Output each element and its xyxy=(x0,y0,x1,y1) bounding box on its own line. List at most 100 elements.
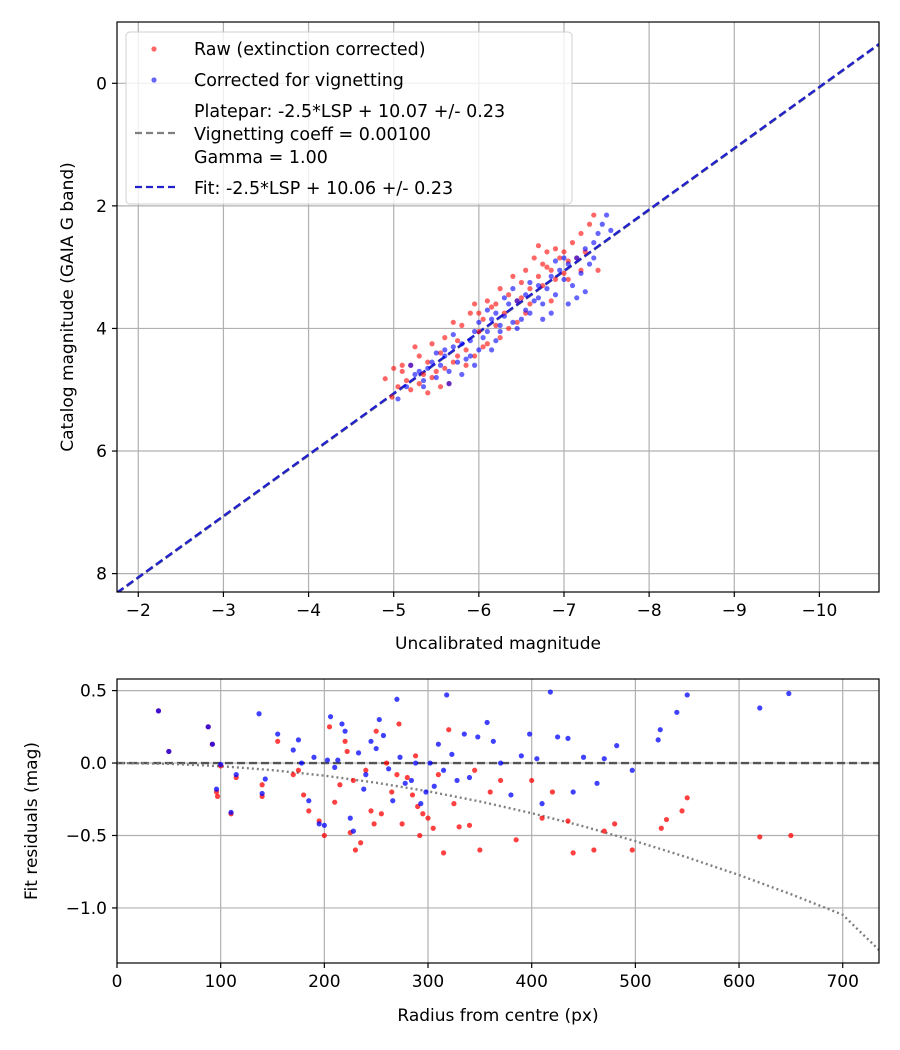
corrected-point xyxy=(350,828,356,834)
bottom-x-axis-label: Radius from centre (px) xyxy=(397,1006,598,1026)
raw-point xyxy=(518,295,525,301)
raw-point xyxy=(612,821,618,827)
corrected-point xyxy=(565,301,571,307)
raw-point xyxy=(578,230,584,237)
raw-point xyxy=(480,344,486,350)
corrected-point xyxy=(412,760,419,766)
legend-box xyxy=(125,31,573,205)
raw-point xyxy=(451,801,457,807)
top-x-axis-label: Uncalibrated magnitude xyxy=(395,634,601,654)
raw-point xyxy=(552,246,559,252)
corrected-point xyxy=(565,735,571,742)
x-tick-label: −9 xyxy=(722,601,747,621)
raw-point xyxy=(663,816,670,823)
corrected-point xyxy=(497,760,504,766)
raw-point xyxy=(275,738,281,744)
corrected-point xyxy=(306,798,312,804)
corrected-point xyxy=(595,230,601,237)
corrected-point xyxy=(674,709,680,715)
corrected-point xyxy=(497,328,503,335)
corrected-point xyxy=(684,692,690,698)
raw-point xyxy=(463,347,469,353)
y-tick-label: −0.5 xyxy=(66,826,107,846)
raw-point xyxy=(788,832,794,839)
raw-point xyxy=(442,335,448,341)
corrected-point xyxy=(510,319,516,325)
raw-point xyxy=(437,350,444,356)
top-plot-frame xyxy=(116,21,880,593)
raw-point xyxy=(557,255,563,261)
corrected-point xyxy=(467,353,473,359)
corrected-point xyxy=(484,307,490,313)
corrected-point xyxy=(561,276,567,283)
corrected-point xyxy=(540,316,546,322)
raw-point xyxy=(456,824,462,830)
corrected-point xyxy=(429,359,435,365)
corrected-point xyxy=(427,760,433,766)
corrected-point xyxy=(582,246,588,252)
raw-point xyxy=(350,777,356,784)
corrected-point xyxy=(591,240,597,246)
corrected-point xyxy=(484,328,490,335)
corrected-point xyxy=(629,767,635,773)
corrected-point xyxy=(540,301,546,307)
fit-line xyxy=(117,43,879,592)
y-tick-label: −1.0 xyxy=(66,899,107,919)
raw-point xyxy=(484,298,490,304)
raw-point xyxy=(425,390,431,396)
raw-point xyxy=(368,808,374,814)
raw-point xyxy=(416,353,422,359)
raw-point xyxy=(358,840,364,846)
corrected-point xyxy=(437,362,444,368)
y-tick-label: 0.5 xyxy=(80,682,107,702)
corrected-point xyxy=(501,295,507,301)
corrected-point xyxy=(435,741,441,747)
raw-point xyxy=(493,301,499,307)
raw-point xyxy=(301,792,307,798)
raw-point xyxy=(412,753,419,759)
corrected-point xyxy=(574,295,580,301)
raw-point xyxy=(373,728,379,734)
corrected-point xyxy=(547,689,553,695)
corrected-point xyxy=(446,368,452,374)
raw-point xyxy=(518,279,525,286)
corrected-point xyxy=(527,279,533,286)
raw-point xyxy=(442,365,448,371)
corrected-point xyxy=(599,221,605,227)
y-tick-label: 4 xyxy=(96,319,107,339)
raw-point xyxy=(513,837,519,843)
x-tick-label: −7 xyxy=(551,601,576,621)
corrected-point xyxy=(376,716,382,723)
corrected-point xyxy=(493,310,499,316)
corrected-point xyxy=(418,801,424,807)
corrected-point xyxy=(209,741,215,747)
raw-point xyxy=(408,387,414,393)
corrected-point xyxy=(321,822,327,828)
legend-vignetting-label: Vignetting coeff = 0.00100 xyxy=(194,125,431,145)
raw-point xyxy=(450,359,456,365)
corrected-point xyxy=(459,341,465,347)
raw-point xyxy=(552,276,559,283)
raw-point xyxy=(389,789,395,795)
corrected-point xyxy=(316,821,322,827)
corrected-point xyxy=(466,774,473,781)
corrected-point xyxy=(259,790,265,797)
raw-point xyxy=(440,850,447,856)
corrected-point xyxy=(228,809,234,815)
corrected-point xyxy=(218,761,224,768)
corrected-point xyxy=(450,344,456,350)
raw-point xyxy=(425,359,431,365)
corrected-point xyxy=(552,258,559,264)
bottom-plot-frame xyxy=(116,678,880,964)
raw-point xyxy=(531,255,537,261)
raw-point xyxy=(497,335,503,341)
residuals-plot: 0 100 200 300 400 500 600 700 0.5 0.0 −0.5 −1.0 Rad… xyxy=(22,678,880,1026)
corrected-point xyxy=(518,316,525,322)
raw-point xyxy=(527,301,533,307)
y-tick-label: 8 xyxy=(96,565,107,585)
calibration-plot: −2 −3 −4 −5 −6 −7 −8 −9 −10 0 2 4 6 8 Uncalibrated ma… xyxy=(58,21,880,654)
corrected-point xyxy=(552,292,559,298)
x-tick-label: −5 xyxy=(381,601,406,621)
raw-point xyxy=(332,799,338,805)
corrected-point xyxy=(539,801,545,807)
